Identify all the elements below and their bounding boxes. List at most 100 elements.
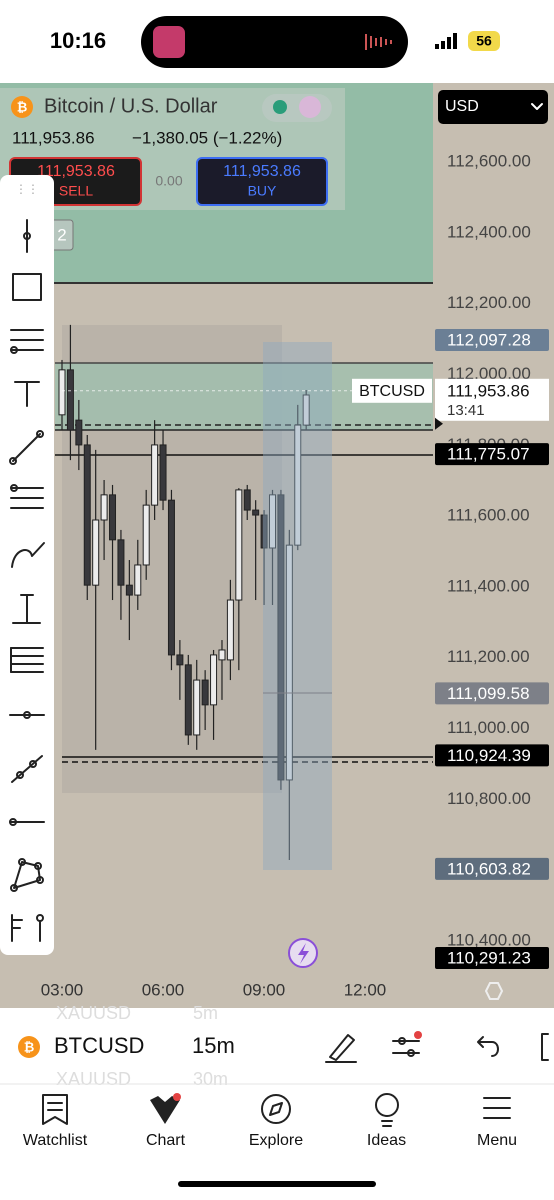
tool-brush[interactable]: [11, 542, 45, 568]
x-tick-label: 06:00: [142, 980, 185, 999]
countdown: 13:41: [447, 402, 485, 419]
tool-hline[interactable]: [9, 711, 45, 719]
candle-body: [184, 664, 192, 736]
tool-fib-fan[interactable]: [10, 484, 44, 509]
tool-cross[interactable]: [23, 219, 31, 253]
chevron: [531, 103, 543, 110]
symbol-title: Bitcoin / U.S. Dollar: [44, 95, 218, 117]
ghost-symbol: XAUUSD: [56, 1003, 131, 1023]
ghost-symbol: XAUUSD: [56, 1069, 131, 1089]
drawing-toolbar: [0, 175, 54, 955]
y-tick-label: 111,600.00: [447, 506, 530, 525]
status-pill: [262, 94, 332, 122]
x-tick-label: 09:00: [243, 980, 286, 999]
audio-wave: [365, 34, 392, 50]
y-tick-label: 112,400.00: [447, 222, 531, 241]
candle-body: [75, 419, 83, 446]
price-tag: [435, 744, 549, 767]
sell-price: 111,953.86: [37, 163, 115, 180]
candle-body: [142, 504, 150, 566]
undo-icon[interactable]: [477, 1036, 499, 1057]
price-tag-label: 110,291.23: [447, 948, 531, 967]
symbol-tag: [352, 378, 432, 403]
time-axis: 03:00 06:00 09:00 12:00: [41, 980, 387, 999]
battery: [468, 31, 500, 51]
candle-body: [294, 424, 302, 546]
y-tick-label: 112,600.00: [447, 151, 531, 170]
tool-ray[interactable]: [11, 755, 43, 783]
price-tag: [435, 682, 549, 705]
share-icon[interactable]: [299, 96, 321, 118]
signal: [435, 33, 457, 49]
bitcoin-glyph: ₿: [24, 1039, 35, 1054]
price-tag-label: 112,097.28: [447, 330, 531, 349]
tab-label[interactable]: Menu: [477, 1132, 517, 1149]
tool-text[interactable]: [14, 381, 40, 407]
candle-body: [66, 369, 74, 431]
ghost-interval: 30m: [193, 1069, 228, 1089]
dynamic-island: [141, 16, 408, 68]
candle-body: [210, 654, 218, 706]
explore-icon: [261, 1094, 291, 1124]
candle-body: [117, 539, 125, 586]
tool-trendline[interactable]: [9, 430, 44, 465]
menu-icon: [483, 1097, 511, 1119]
price-tag: [435, 443, 549, 466]
y-tick-label: 111,200.00: [447, 647, 530, 666]
candle-body: [193, 679, 201, 736]
currency-select[interactable]: [438, 90, 548, 124]
settings-icon[interactable]: [484, 982, 504, 1000]
drag-handle: ⋮⋮: [15, 182, 39, 196]
candle-body: [151, 444, 159, 506]
candle-body: [252, 509, 260, 516]
toolbar-interval[interactable]: 15m: [192, 1033, 235, 1058]
tool-fib[interactable]: [10, 329, 44, 354]
candle-body: [201, 679, 209, 706]
candle-body: [218, 649, 226, 661]
y-tick-label: 112,000.00: [447, 364, 531, 383]
last-price-label: 111,953.86: [447, 381, 530, 400]
tool-lines[interactable]: [10, 647, 44, 673]
tab-label[interactable]: Ideas: [367, 1132, 406, 1149]
price-tag: [435, 947, 549, 969]
y-tick-label: 110,400.00: [447, 931, 531, 950]
candle-body: [176, 654, 184, 666]
tab-label[interactable]: Explore: [249, 1132, 303, 1149]
tool-rectangle[interactable]: [12, 273, 42, 301]
candle-body: [100, 494, 108, 521]
price-tag-label: 111,099.58: [447, 684, 530, 703]
battery-level: 56: [476, 33, 492, 49]
tool-measure[interactable]: [12, 594, 41, 624]
y-tick-label: 112,200.00: [447, 293, 531, 312]
candle-body: [159, 444, 167, 501]
last-price-tag: [435, 378, 549, 421]
tool-hray[interactable]: [9, 818, 45, 826]
tab-label[interactable]: Watchlist: [23, 1132, 88, 1149]
clock: 10:16: [50, 28, 106, 53]
y-tick-label: 110,800.00: [447, 789, 531, 808]
candle-body: [285, 544, 293, 781]
home-indicator: [178, 1181, 376, 1187]
projection-box: [263, 342, 332, 870]
candle-body: [83, 444, 91, 586]
watchlist-icon: [42, 1094, 68, 1125]
candle-body: [125, 584, 133, 596]
price-tag-label: 110,603.82: [447, 859, 531, 878]
buy-button[interactable]: [196, 157, 328, 206]
badge-count: 2: [57, 225, 66, 244]
y-tick-label: 111,000.00: [447, 718, 530, 737]
tool-pattern[interactable]: [10, 858, 44, 892]
price-change: −1,380.05 (−1.22%): [132, 128, 282, 147]
app-icon: [153, 26, 185, 58]
candle-body: [92, 519, 100, 586]
more-icon[interactable]: [541, 1033, 549, 1061]
draw-icon[interactable]: [325, 1034, 357, 1063]
ideas-icon: [375, 1093, 399, 1127]
tab-label[interactable]: Chart: [146, 1132, 186, 1149]
tool-more[interactable]: [11, 914, 44, 942]
toolbar-symbol[interactable]: BTCUSD: [54, 1033, 144, 1058]
candle-body: [58, 369, 66, 416]
candle-body: [277, 494, 285, 781]
indicators-icon[interactable]: [392, 1037, 420, 1057]
